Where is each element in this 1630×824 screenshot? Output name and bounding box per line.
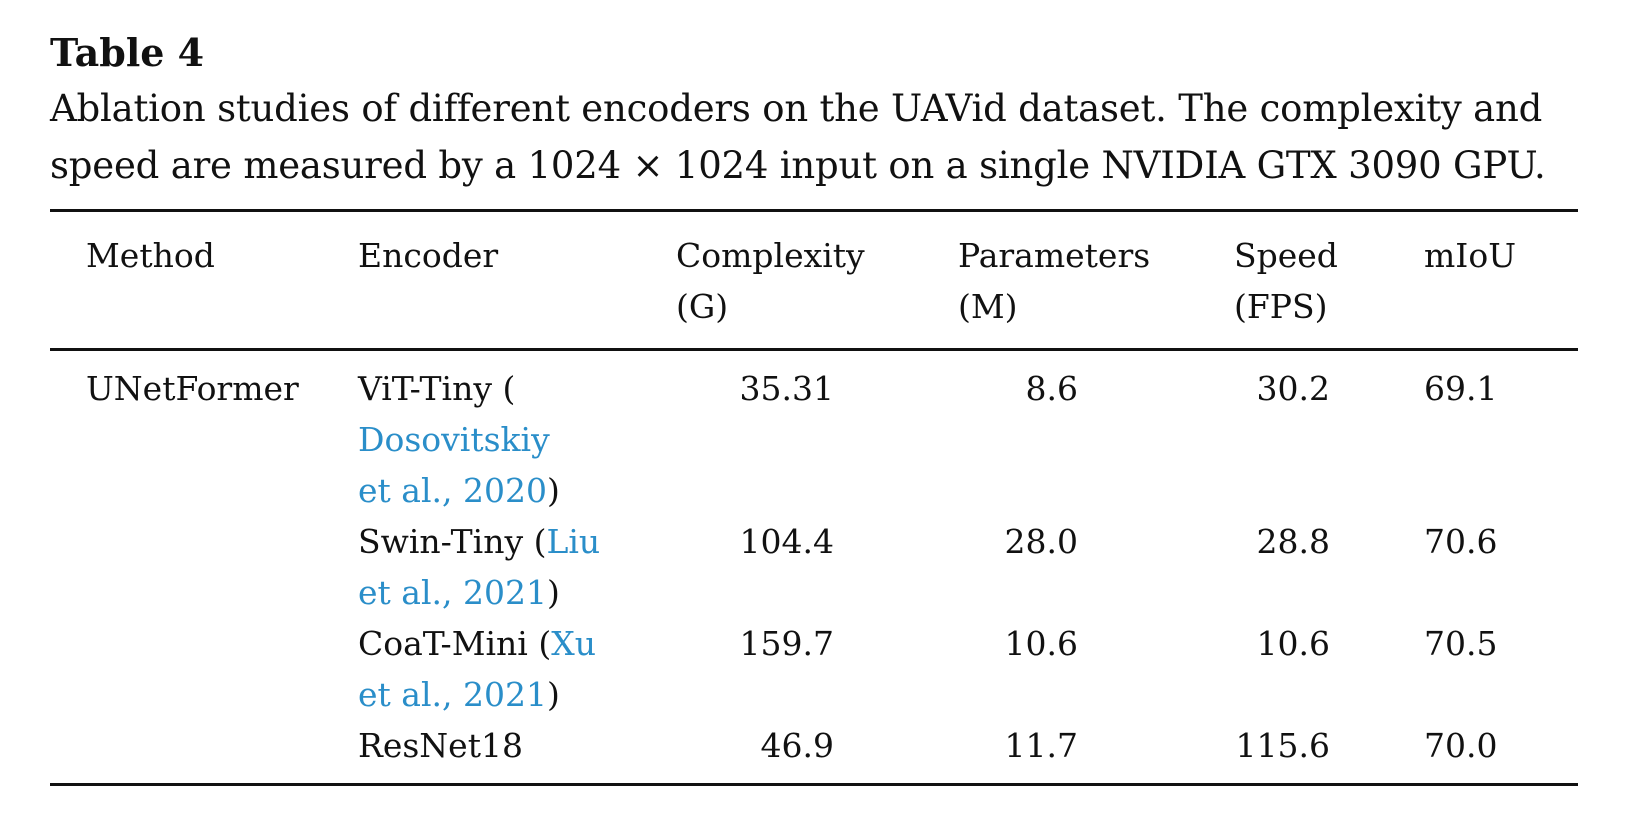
header-row: Method Encoder Complexity (G) Parameters…: [50, 210, 1578, 350]
results-table: Method Encoder Complexity (G) Parameters…: [50, 209, 1578, 786]
cell-speed: 115.6: [1235, 726, 1330, 765]
cell-complexity: 159.7: [739, 624, 834, 663]
cell-parameters: 11.7: [1004, 726, 1078, 765]
cell-miou: 70.6: [1424, 522, 1498, 561]
cell-parameters: 10.6: [1004, 624, 1078, 663]
table-row: ResNet18 46.9 11.7 115.6 70.0: [50, 720, 1578, 785]
cell-method: [50, 618, 322, 720]
cell-speed: 30.2: [1256, 369, 1330, 408]
cell-miou: 70.0: [1424, 726, 1498, 765]
header-speed: Speed (FPS): [1234, 236, 1338, 326]
table-row: Swin-Tiny (Liu et al., 2021) 104.4 28.0 …: [50, 516, 1578, 618]
cell-speed: 10.6: [1256, 624, 1330, 663]
cell-method: UNetFormer: [86, 369, 299, 408]
header-complexity: Complexity (G): [676, 236, 865, 326]
cell-speed: 28.8: [1256, 522, 1330, 561]
cell-method: [50, 720, 322, 785]
citation-link[interactable]: Dosovitskiy: [358, 420, 550, 459]
table-caption: Ablation studies of different encoders o…: [50, 80, 1578, 194]
table-row: CoaT-Mini (Xu et al., 2021) 159.7 10.6 1…: [50, 618, 1578, 720]
caption-line-2: speed are measured by a 1024 × 1024 inpu…: [50, 144, 1546, 187]
citation-link[interactable]: et al., 2020: [358, 471, 547, 510]
citation-link[interactable]: Xu: [551, 624, 596, 663]
cell-encoder: ViT-Tiny ( Dosovitskiy et al., 2020): [358, 369, 560, 510]
cell-miou: 70.5: [1424, 624, 1498, 663]
cell-encoder: Swin-Tiny (Liu et al., 2021): [358, 522, 601, 612]
cell-encoder: CoaT-Mini (Xu et al., 2021): [358, 624, 596, 714]
cell-method: [50, 516, 322, 618]
header-parameters: Parameters (M): [958, 236, 1151, 326]
table-title: Table 4: [50, 30, 205, 75]
cell-complexity: 35.31: [739, 369, 834, 408]
cell-complexity: 46.9: [760, 726, 834, 765]
cell-parameters: 8.6: [1025, 369, 1078, 408]
cell-parameters: 28.0: [1004, 522, 1078, 561]
table-row: UNetFormer ViT-Tiny ( Dosovitskiy et al.…: [50, 350, 1578, 517]
cell-encoder: ResNet18: [358, 726, 523, 765]
header-miou: mIoU: [1424, 236, 1517, 275]
header-method: Method: [86, 236, 215, 275]
citation-link[interactable]: et al., 2021: [358, 573, 547, 612]
header-encoder: Encoder: [358, 236, 499, 275]
cell-complexity: 104.4: [739, 522, 834, 561]
cell-miou: 69.1: [1424, 369, 1498, 408]
table-figure: Table 4 Ablation studies of different en…: [50, 26, 1578, 785]
citation-link[interactable]: et al., 2021: [358, 675, 547, 714]
caption-line-1: Ablation studies of different encoders o…: [50, 87, 1543, 130]
citation-link[interactable]: Liu: [546, 522, 601, 561]
